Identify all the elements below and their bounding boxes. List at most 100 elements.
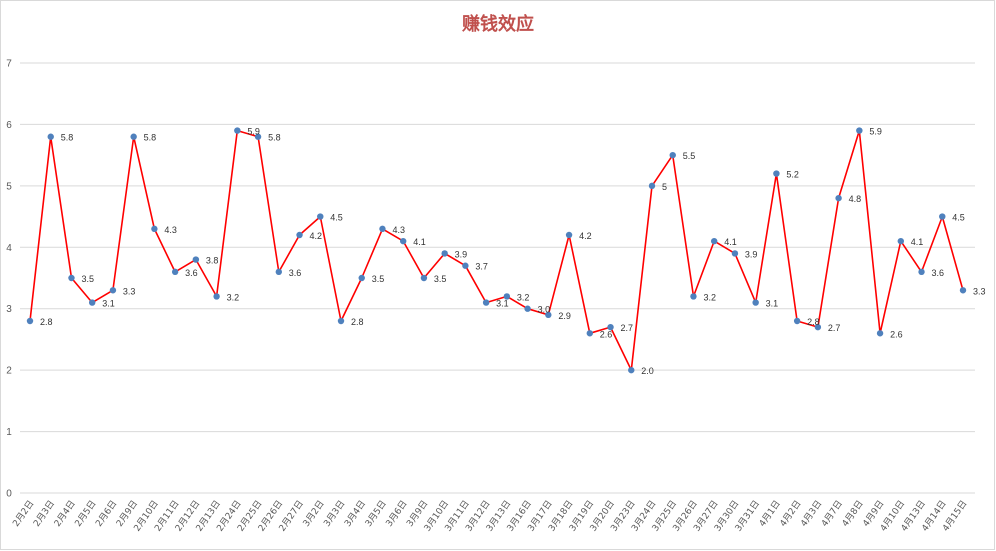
y-axis-ticks: 0 1 2 3 4 5 6 7 — [6, 59, 12, 500]
data-point — [586, 330, 593, 337]
data-point — [482, 299, 490, 306]
data-label: 5.8 — [144, 133, 157, 143]
y-tick-label: 2 — [6, 366, 12, 377]
data-point — [192, 256, 200, 263]
data-label: 4.1 — [724, 237, 737, 247]
y-tick-label: 0 — [6, 489, 12, 500]
data-label: 3.1 — [102, 299, 115, 309]
data-point — [565, 231, 573, 239]
data-point — [835, 194, 842, 202]
data-point — [939, 213, 946, 220]
data-point — [26, 317, 34, 325]
data-label: 3.8 — [206, 256, 219, 266]
data-point — [47, 133, 54, 140]
data-point — [814, 323, 822, 331]
data-label: 4.1 — [413, 237, 426, 247]
data-label: 2.8 — [807, 317, 820, 327]
data-point — [358, 274, 365, 282]
data-label: 3.0 — [538, 305, 551, 315]
x-axis-ticks: 2月2日2月3日2月4日2月5日2月6日2月9日2月10日2月11日2月12日2… — [11, 498, 970, 533]
data-point — [731, 250, 739, 257]
data-point — [420, 274, 428, 282]
data-label: 3.6 — [289, 268, 302, 278]
data-point — [524, 305, 531, 312]
data-label: 3.6 — [185, 268, 198, 278]
data-label: 3.5 — [81, 274, 94, 284]
data-point — [400, 237, 407, 245]
data-label: 2.6 — [890, 329, 903, 339]
data-label: 5.2 — [786, 170, 799, 180]
y-tick-label: 7 — [6, 59, 12, 70]
data-point — [171, 268, 179, 276]
data-label: 3.9 — [455, 249, 468, 259]
data-point — [503, 293, 511, 300]
data-label: 5.9 — [247, 127, 260, 137]
y-tick-label: 4 — [6, 243, 12, 254]
data-point — [130, 133, 137, 140]
data-label: 3.2 — [703, 292, 716, 302]
data-label: 3.7 — [475, 262, 488, 272]
data-label: 2.7 — [621, 323, 634, 333]
y-tick-label: 1 — [6, 427, 12, 438]
y-tick-label: 3 — [6, 304, 12, 315]
data-point — [607, 323, 614, 331]
data-label: 2.0 — [641, 366, 654, 376]
data-label: 5.5 — [683, 151, 696, 161]
data-point — [959, 287, 967, 294]
data-point — [296, 231, 303, 239]
data-point — [234, 127, 241, 134]
data-point — [856, 127, 863, 134]
data-point — [793, 317, 801, 325]
data-point — [275, 268, 282, 276]
data-point — [918, 268, 925, 276]
data-point — [876, 330, 884, 337]
data-label: 4.2 — [579, 231, 592, 241]
data-label: 3.6 — [932, 268, 945, 278]
data-label: 4.8 — [849, 194, 862, 204]
data-point — [89, 299, 96, 306]
chart-title: 赚钱效应 — [462, 14, 534, 35]
data-label: 3.3 — [973, 286, 986, 296]
gridlines — [20, 62, 975, 494]
data-point — [317, 213, 324, 220]
data-label: 2.9 — [558, 311, 571, 321]
data-label: 4.2 — [310, 231, 323, 241]
data-label: 2.7 — [828, 323, 841, 333]
data-point — [752, 299, 759, 306]
data-label: 4.5 — [952, 213, 965, 223]
data-label: 5.8 — [61, 133, 74, 143]
data-label: 2.8 — [40, 317, 53, 327]
data-label: 3.1 — [496, 299, 509, 309]
data-point — [213, 293, 220, 300]
y-tick-label: 6 — [6, 120, 12, 131]
data-label: 3.5 — [434, 274, 447, 284]
series-line — [29, 129, 964, 371]
data-point — [690, 293, 697, 300]
data-point — [379, 225, 386, 233]
data-label: 2.6 — [600, 329, 613, 339]
data-label: 4.5 — [330, 213, 343, 223]
series-line-layer — [29, 129, 964, 371]
data-label: 3.9 — [745, 249, 758, 259]
data-label: 4.3 — [164, 225, 177, 235]
data-label: 3.2 — [517, 292, 530, 302]
data-label: 5 — [662, 182, 667, 192]
data-point — [254, 133, 262, 140]
data-point — [648, 182, 656, 190]
data-point — [68, 274, 75, 282]
data-label: 3.3 — [123, 286, 136, 296]
data-label: 5.8 — [268, 133, 281, 143]
data-point — [897, 237, 904, 245]
data-point — [109, 287, 117, 294]
data-points — [26, 127, 967, 374]
data-point — [773, 170, 780, 177]
data-point — [669, 151, 676, 159]
data-label: 4.1 — [911, 237, 924, 247]
data-label: 4.3 — [392, 225, 405, 235]
data-point — [441, 250, 448, 257]
data-point — [462, 262, 469, 269]
data-label: 3.5 — [372, 274, 385, 284]
data-label: 2.8 — [351, 317, 364, 327]
